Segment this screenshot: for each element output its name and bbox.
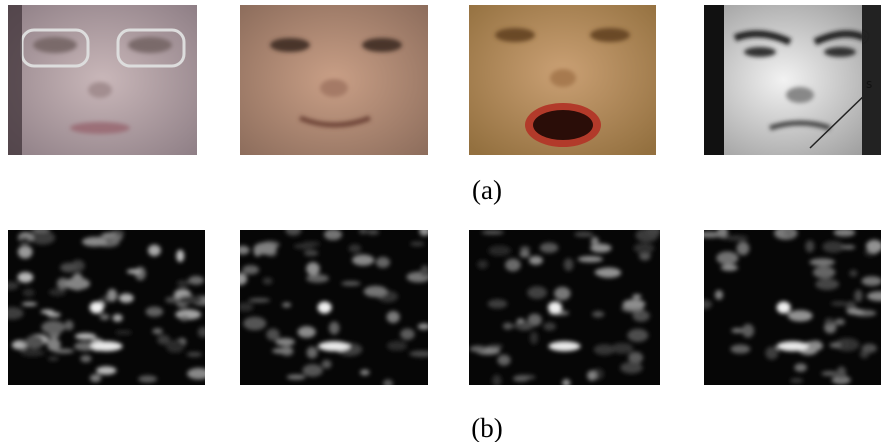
figure: s (a) (b) bbox=[0, 0, 885, 442]
face-image bbox=[8, 5, 197, 155]
response-map bbox=[697, 225, 885, 385]
response-map bbox=[0, 228, 215, 385]
face-image bbox=[240, 5, 428, 155]
response-map bbox=[234, 224, 434, 388]
face-image: s bbox=[704, 5, 881, 155]
caption: (b) bbox=[471, 413, 502, 442]
response-map bbox=[469, 226, 661, 387]
svg-text:s: s bbox=[866, 77, 872, 91]
face-image bbox=[469, 5, 656, 155]
caption: (a) bbox=[472, 175, 502, 205]
